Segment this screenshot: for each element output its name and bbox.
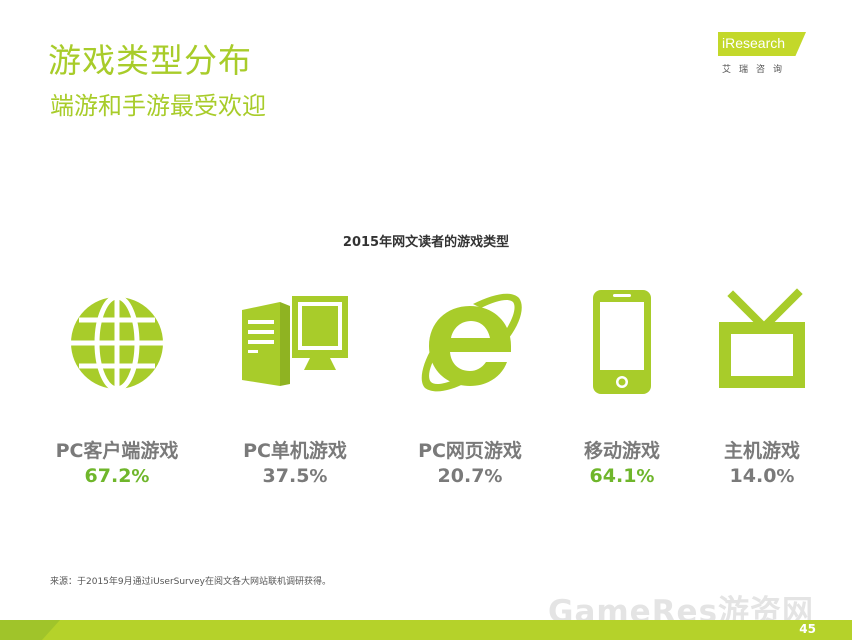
iresearch-logo: iResearch 艾瑞咨询 <box>718 30 818 80</box>
chart-value-label: 14.0% <box>729 465 795 487</box>
logo-cn-text: 艾瑞咨询 <box>722 65 791 75</box>
chart-item-pc-standalone: PC单机游戏 37.5% <box>215 288 375 487</box>
chart-item-mobile: 移动游戏 64.1% <box>542 288 702 487</box>
chart-value-label: 20.7% <box>437 465 503 487</box>
chart-title: 2015年网文读者的游戏类型 <box>342 235 510 250</box>
footer-bar <box>0 620 852 640</box>
desktop-computer-icon <box>242 296 348 386</box>
logo-badge <box>718 32 806 56</box>
chart-item-pc-client: PC客户端游戏 67.2% <box>37 288 197 487</box>
chart-item-console: 主机游戏 14.0% <box>682 288 842 487</box>
internet-explorer-icon <box>421 293 522 392</box>
logo-brand-text: iResearch <box>722 35 786 51</box>
chart-category-label: PC客户端游戏 <box>55 440 179 462</box>
chart-category-label: 移动游戏 <box>583 440 660 462</box>
page-number: 45 <box>799 622 816 636</box>
globe-icon <box>71 294 163 392</box>
tv-icon <box>719 288 805 388</box>
chart-category-label: 主机游戏 <box>723 440 800 462</box>
chart-category-label: PC网页游戏 <box>418 440 522 462</box>
page-title: 游戏类型分布 <box>48 41 252 80</box>
chart-category-label: PC单机游戏 <box>243 440 347 462</box>
chart-value-label: 64.1% <box>589 465 655 487</box>
smartphone-icon <box>593 290 651 394</box>
chart-item-pc-web: PC网页游戏 20.7% <box>390 288 550 487</box>
chart-value-label: 67.2% <box>84 465 150 487</box>
page-subtitle: 端游和手游最受欢迎 <box>50 92 266 120</box>
chart-value-label: 37.5% <box>262 465 328 487</box>
footer-bar-accent <box>0 620 60 640</box>
source-note: 来源：于2015年9月通过iUserSurvey在阅文各大网站联机调研获得。 <box>50 577 331 587</box>
